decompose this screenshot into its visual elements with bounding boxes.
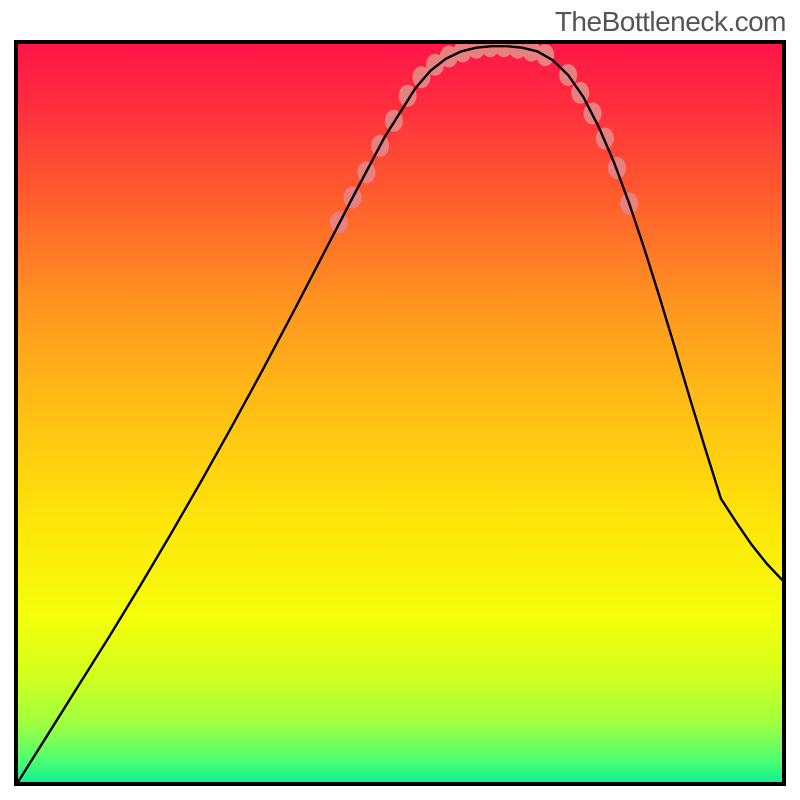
watermark-text: TheBottleneck.com xyxy=(555,6,786,38)
gradient-background xyxy=(18,44,782,782)
chart-plot-area xyxy=(14,40,786,786)
chart-container: { "watermark": { "text": "TheBottleneck.… xyxy=(0,0,800,800)
